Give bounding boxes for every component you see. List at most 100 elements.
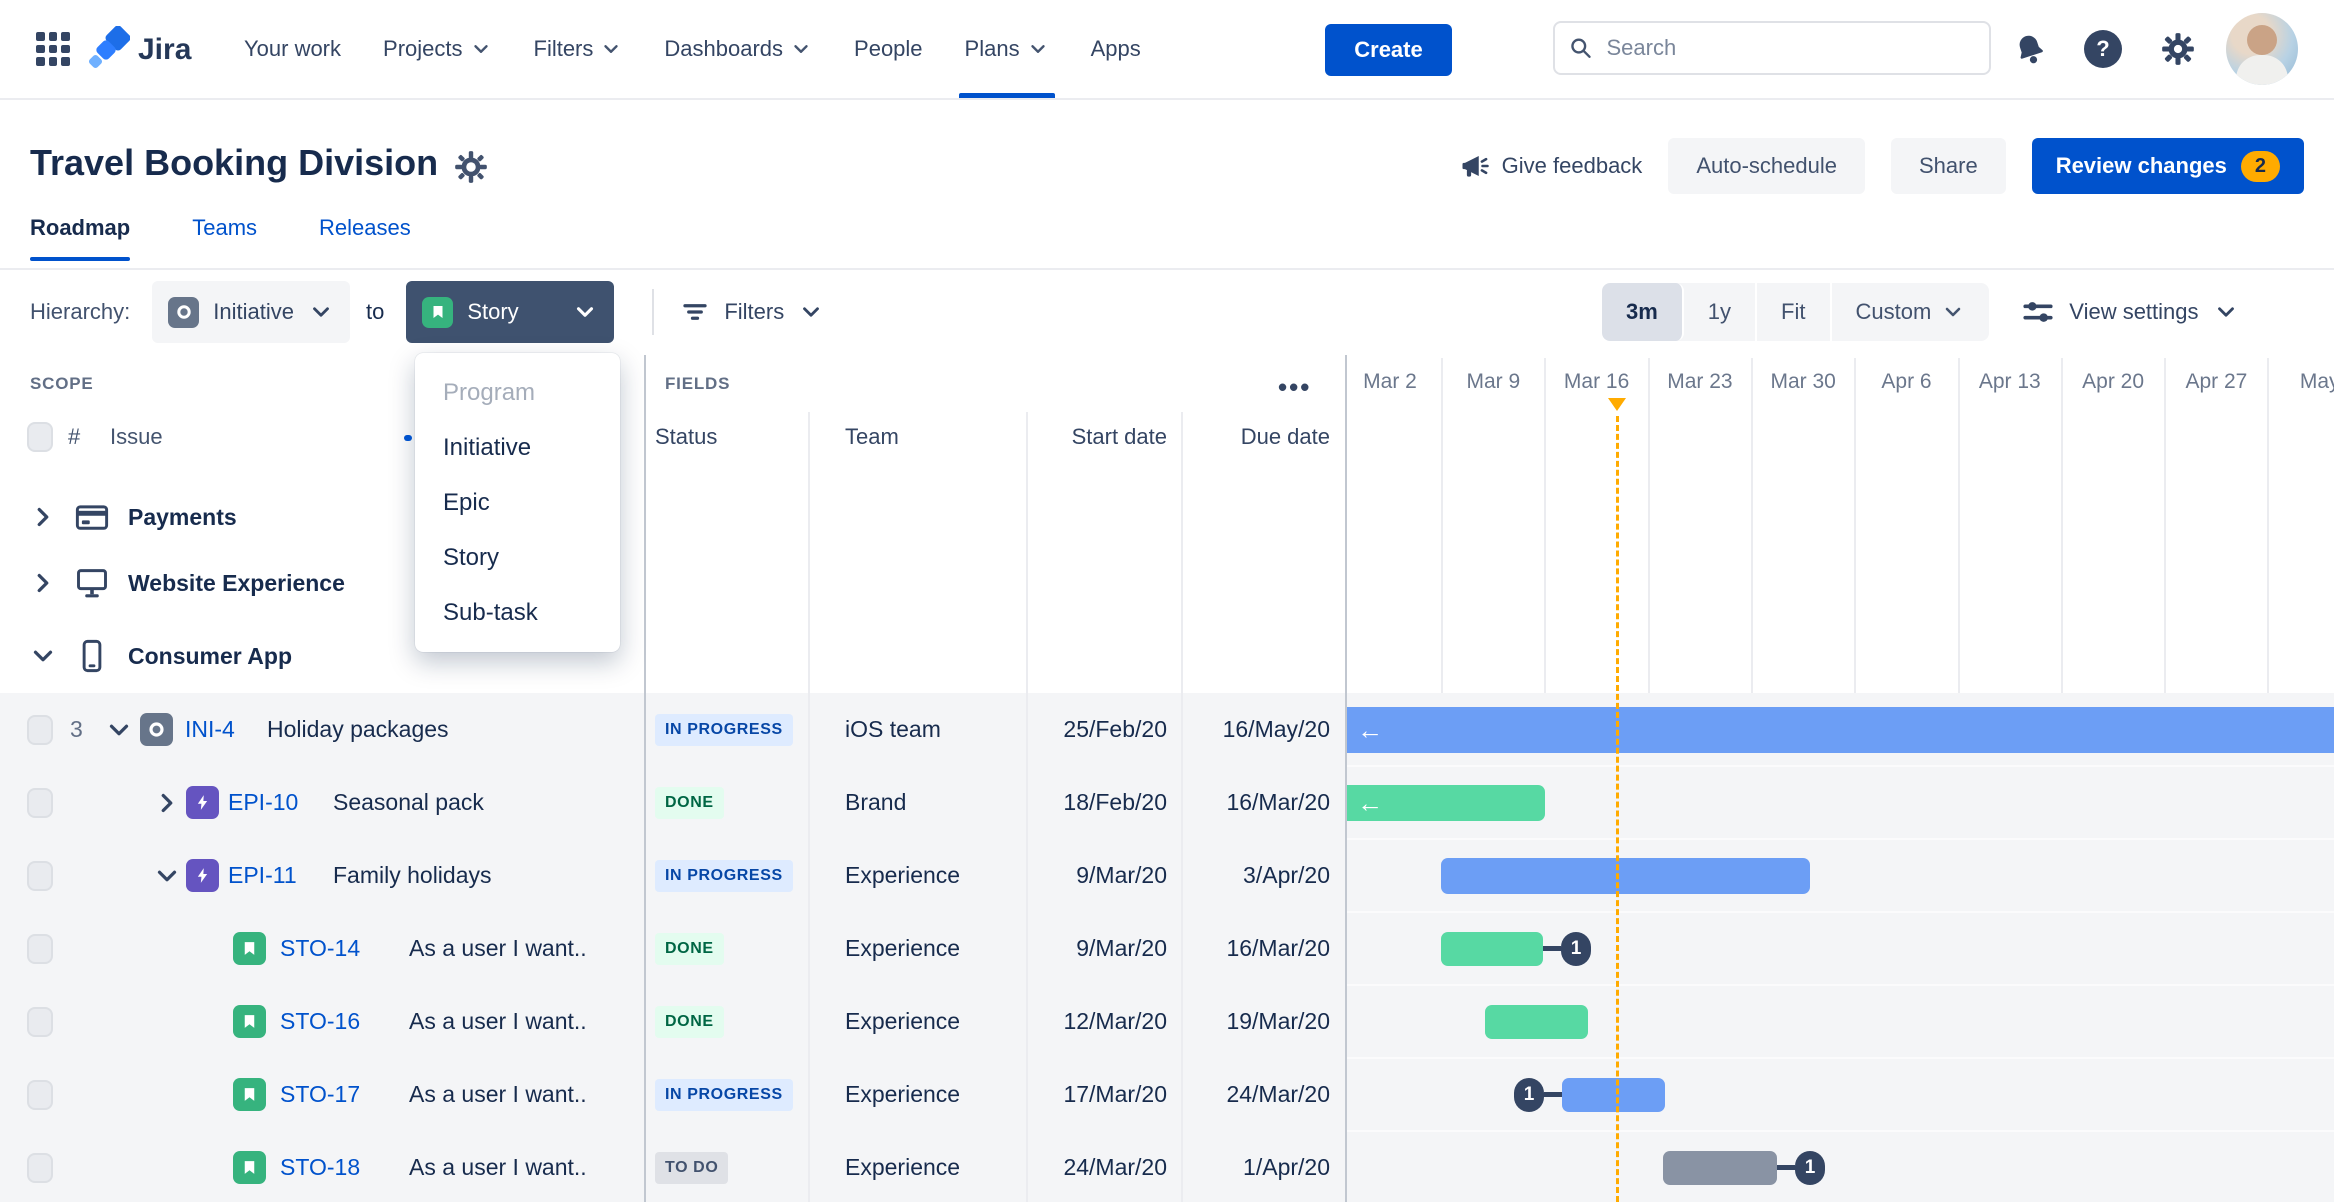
zoom-option-custom[interactable]: Custom (1832, 283, 1990, 341)
issue-summary[interactable]: Family holidays (333, 861, 492, 888)
settings-gear-icon[interactable] (2157, 28, 2199, 70)
gantt-bar-epi-11[interactable] (1441, 857, 1810, 894)
due-date-cell[interactable]: 19/Mar/20 (1226, 1007, 1330, 1034)
nav-item-filters[interactable]: Filters (520, 0, 637, 98)
nav-item-apps[interactable]: Apps (1077, 0, 1155, 98)
issue-key[interactable]: EPI-10 (228, 788, 299, 815)
menu-item-story[interactable]: Story (443, 543, 500, 571)
menu-item-initiative[interactable]: Initiative (443, 433, 532, 461)
chevron-right-icon[interactable] (152, 788, 182, 818)
due-date-cell[interactable]: 3/Apr/20 (1243, 861, 1330, 888)
search-input[interactable] (1604, 34, 1975, 62)
tab-releases[interactable]: Releases (319, 215, 411, 240)
share-button[interactable]: Share (1890, 138, 2006, 194)
column-header-start-date[interactable]: Start date (1071, 424, 1167, 449)
filters-button[interactable]: Filters (680, 297, 824, 327)
user-avatar[interactable] (2226, 13, 2298, 85)
due-date-cell[interactable]: 24/Mar/20 (1226, 1080, 1330, 1107)
auto-schedule-button[interactable]: Auto-schedule (1668, 138, 1865, 194)
issue-key[interactable]: EPI-11 (228, 861, 297, 888)
team-cell[interactable]: Experience (845, 1153, 961, 1180)
scope-fields-divider[interactable] (644, 355, 646, 1202)
start-date-cell[interactable]: 18/Feb/20 (1063, 788, 1167, 815)
start-date-cell[interactable]: 12/Mar/20 (1063, 1007, 1167, 1034)
tab-teams[interactable]: Teams (192, 215, 258, 240)
status-badge[interactable]: DONE (655, 932, 724, 965)
chevron-right-icon[interactable] (28, 568, 74, 598)
start-date-cell[interactable]: 9/Mar/20 (1076, 861, 1167, 888)
start-date-cell[interactable]: 25/Feb/20 (1063, 715, 1167, 742)
gantt-bar-sto-16[interactable] (1485, 1004, 1588, 1039)
due-date-cell[interactable]: 16/Mar/20 (1226, 788, 1330, 815)
team-cell[interactable]: Experience (845, 1080, 961, 1107)
row-checkbox[interactable] (27, 714, 53, 745)
gantt-bar-ini-4[interactable]: ← (1347, 706, 2334, 753)
team-cell[interactable]: Experience (845, 934, 961, 961)
chevron-right-icon[interactable] (28, 502, 74, 532)
issue-key[interactable]: STO-17 (280, 1080, 361, 1107)
fields-timeline-divider[interactable] (1345, 355, 1347, 1202)
row-checkbox[interactable] (27, 1006, 53, 1037)
start-date-cell[interactable]: 9/Mar/20 (1076, 934, 1167, 961)
issue-summary[interactable]: As a user I want.. (409, 1153, 587, 1180)
issue-summary[interactable]: As a user I want.. (409, 1080, 587, 1107)
row-checkbox[interactable] (27, 1152, 53, 1183)
fields-more-button[interactable]: ••• (1278, 372, 1312, 402)
team-cell[interactable]: Experience (845, 861, 961, 888)
scope-tree-row-website-experience[interactable]: Website Experience (28, 550, 608, 616)
row-checkbox[interactable] (27, 787, 53, 818)
status-badge[interactable]: IN PROGRESS (655, 713, 793, 746)
issue-key[interactable]: STO-18 (280, 1153, 361, 1180)
status-badge[interactable]: IN PROGRESS (655, 859, 793, 892)
status-badge[interactable]: DONE (655, 1005, 724, 1038)
issue-summary[interactable]: Holiday packages (267, 715, 449, 742)
scope-tree-row-payments[interactable]: Payments (28, 484, 608, 550)
status-badge[interactable]: TO DO (655, 1151, 729, 1184)
column-header-status[interactable]: Status (655, 424, 718, 449)
due-date-cell[interactable]: 16/Mar/20 (1226, 934, 1330, 961)
give-feedback-button[interactable]: Give feedback (1460, 151, 1642, 181)
dependency-count-badge[interactable]: 1 (1561, 931, 1591, 966)
row-checkbox[interactable] (27, 860, 53, 891)
hierarchy-from-dropdown[interactable]: Initiative (152, 281, 350, 343)
team-cell[interactable]: Experience (845, 1007, 961, 1034)
nav-item-projects[interactable]: Projects (369, 0, 505, 98)
nav-item-dashboards[interactable]: Dashboards (650, 0, 826, 98)
zoom-option-fit[interactable]: Fit (1757, 283, 1832, 341)
chevron-down-icon[interactable] (28, 641, 74, 671)
column-header-due-date[interactable]: Due date (1240, 424, 1330, 449)
issue-key[interactable]: INI-4 (185, 715, 235, 742)
jira-logo[interactable]: Jira (86, 26, 191, 74)
notification-bell-icon[interactable] (2009, 28, 2051, 70)
view-settings-button[interactable]: View settings (2021, 295, 2238, 329)
select-all-checkbox[interactable] (27, 422, 53, 452)
chevron-down-icon[interactable] (104, 715, 134, 745)
gantt-bar-sto-18[interactable] (1663, 1150, 1777, 1185)
status-badge[interactable]: DONE (655, 786, 724, 819)
issue-key[interactable]: STO-16 (280, 1007, 361, 1034)
scope-tree-row-consumer-app[interactable]: Consumer App (28, 623, 608, 689)
nav-item-plans[interactable]: Plans (951, 0, 1063, 98)
team-cell[interactable]: iOS team (845, 715, 941, 742)
gantt-bar-sto-14[interactable] (1441, 931, 1543, 966)
menu-item-sub-task[interactable]: Sub-task (443, 598, 538, 626)
issue-summary[interactable]: Seasonal pack (333, 788, 484, 815)
column-header-team[interactable]: Team (845, 424, 899, 449)
gantt-bar-epi-10[interactable]: ← (1347, 784, 1545, 821)
create-button[interactable]: Create (1325, 24, 1452, 76)
gantt-bar-sto-17[interactable] (1562, 1077, 1665, 1112)
row-checkbox[interactable] (27, 1079, 53, 1110)
chevron-down-icon[interactable] (152, 861, 182, 891)
issue-key[interactable]: STO-14 (280, 934, 361, 961)
dependency-count-badge[interactable]: 1 (1514, 1077, 1544, 1112)
zoom-option-3m[interactable]: 3m (1602, 283, 1684, 341)
issue-summary[interactable]: As a user I want.. (409, 1007, 587, 1034)
menu-item-epic[interactable]: Epic (443, 488, 490, 516)
team-cell[interactable]: Brand (845, 788, 907, 815)
start-date-cell[interactable]: 24/Mar/20 (1063, 1153, 1167, 1180)
due-date-cell[interactable]: 16/May/20 (1222, 715, 1330, 742)
issue-summary[interactable]: As a user I want.. (409, 934, 587, 961)
help-icon[interactable]: ? (2084, 30, 2122, 68)
start-date-cell[interactable]: 17/Mar/20 (1063, 1080, 1167, 1107)
search-box[interactable] (1553, 21, 1991, 75)
